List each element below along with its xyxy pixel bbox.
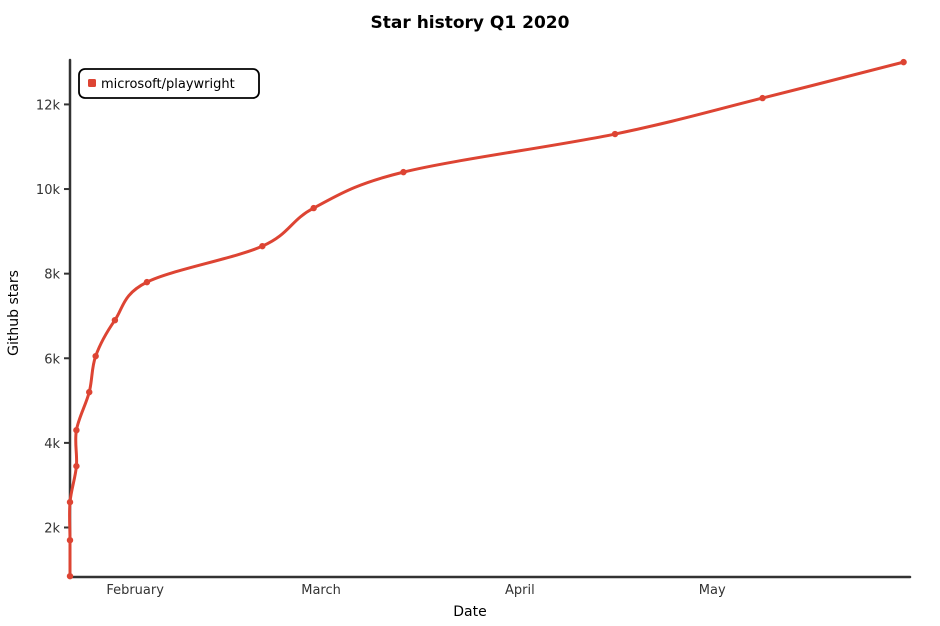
- legend-label: microsoft/playwright: [101, 77, 235, 92]
- y-tick-label: 6k: [44, 352, 60, 367]
- data-point: [111, 316, 119, 324]
- series-microsoft-playwright: [66, 58, 907, 580]
- y-tick-label: 4k: [44, 437, 60, 452]
- data-point: [310, 204, 317, 212]
- legend-box: [78, 68, 260, 99]
- data-point: [66, 572, 74, 580]
- chart-title: Star history Q1 2020: [371, 13, 570, 33]
- x-tick-label: April: [505, 583, 535, 598]
- data-point: [759, 94, 766, 102]
- data-point: [400, 168, 407, 176]
- data-point: [143, 278, 151, 286]
- data-point: [86, 388, 93, 396]
- data-point: [66, 536, 74, 544]
- y-tick-label: 2k: [44, 522, 60, 537]
- data-point: [92, 352, 99, 360]
- x-axis-label: Date: [453, 604, 486, 620]
- x-ticks: February March April May: [106, 583, 726, 598]
- y-tick-label: 10k: [36, 183, 61, 198]
- data-point: [73, 462, 80, 470]
- series-line: [68, 60, 906, 578]
- x-tick-label: February: [106, 583, 164, 598]
- x-tick-label: March: [301, 583, 341, 598]
- data-point: [259, 242, 266, 250]
- data-point: [611, 130, 619, 138]
- y-tick-label: 12k: [36, 98, 61, 113]
- data-point: [73, 426, 80, 434]
- legend: microsoft/playwright: [78, 68, 260, 99]
- legend-swatch: [88, 79, 96, 87]
- y-axis-label: Github stars: [6, 270, 22, 356]
- y-ticks: 2k 4k 6k 8k 10k 12k: [36, 98, 70, 537]
- x-tick-label: May: [699, 583, 726, 598]
- data-point: [66, 498, 74, 506]
- data-point: [900, 58, 907, 66]
- y-tick-label: 8k: [44, 268, 60, 283]
- series-points: [66, 58, 907, 580]
